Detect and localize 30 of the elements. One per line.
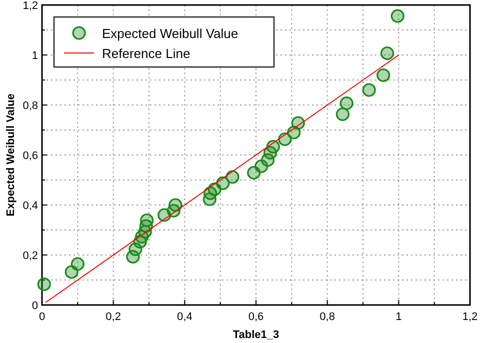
x-tick-label: 0,4 [177, 311, 192, 323]
point [70, 257, 84, 271]
point [140, 213, 154, 228]
point [291, 116, 305, 130]
point [376, 68, 390, 82]
y-tick-label: 0 [32, 300, 38, 312]
legend-label: Reference Line [102, 46, 190, 61]
x-axis-title: Table1_3 [232, 329, 280, 341]
y-tick-label: 0,4 [22, 200, 38, 212]
y-tick-label: 0,2 [22, 250, 38, 262]
point [226, 170, 240, 184]
x-tick-label: 1 [396, 311, 402, 323]
y-tick-label: 1,2 [22, 0, 38, 12]
point [390, 9, 404, 23]
point [37, 277, 51, 292]
point [168, 198, 182, 212]
x-tick-label: 1,2 [462, 311, 478, 323]
y-tick-label: 0,6 [22, 150, 38, 162]
legend-label: Expected Weibull Value [102, 26, 238, 41]
point [266, 140, 280, 154]
y-axis-title: Expected Weibull Value [5, 94, 17, 216]
x-tick-label: 0,6 [248, 311, 264, 323]
point [336, 107, 350, 122]
point [380, 46, 394, 60]
point [340, 96, 354, 110]
y-tick-label: 1 [32, 50, 38, 62]
y-tick-label: 0,8 [22, 100, 38, 112]
x-tick-label: 0,2 [106, 311, 121, 323]
x-tick-label: 0,8 [320, 311, 335, 323]
point [362, 83, 376, 97]
